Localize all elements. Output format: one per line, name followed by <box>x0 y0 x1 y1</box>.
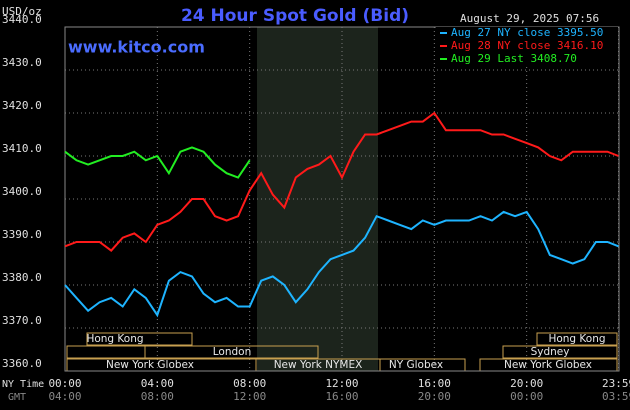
session-label: NY Globex <box>389 359 443 371</box>
timestamp: August 29, 2025 07:56 <box>460 12 599 25</box>
session-box <box>144 345 319 359</box>
x-tick-label: 16:00 <box>418 377 451 390</box>
x2-tick-label: 08:00 <box>141 390 174 403</box>
y-tick-label: 3390.0 <box>2 228 42 241</box>
chart-title: 24 Hour Spot Gold (Bid) <box>181 6 409 26</box>
session-label: New York Globex <box>106 359 194 371</box>
x-tick-label: 04:00 <box>141 377 174 390</box>
x2-tick-label: 00:00 <box>510 390 543 403</box>
x2-tick-label: 04:00 <box>48 390 81 403</box>
unit-label: USD/oz <box>2 5 42 18</box>
y-tick-label: 3410.0 <box>2 142 42 155</box>
series-line <box>64 210 619 318</box>
x2-tick-label: 16:00 <box>325 390 358 403</box>
x2-tick-label: 20:00 <box>418 390 451 403</box>
session-label: New York NYMEX <box>274 359 363 371</box>
series-line <box>64 146 251 179</box>
x2-axis-label: GMT <box>8 392 26 403</box>
y-tick-label: 3370.0 <box>2 314 42 327</box>
legend-box <box>436 27 618 67</box>
session-label: London <box>213 346 252 358</box>
x-tick-label: 00:00 <box>48 377 81 390</box>
plot-frame <box>64 26 620 372</box>
session-label: Sydney <box>531 346 570 358</box>
session-label: Hong Kong <box>86 333 143 345</box>
x2-tick-label: 03:59 <box>602 390 630 403</box>
y-tick-label: 3380.0 <box>2 271 42 284</box>
session-box <box>66 345 146 359</box>
x-tick-label: 23:59 <box>602 377 630 390</box>
y-tick-label: 3420.0 <box>2 99 42 112</box>
session-label: New York Globex <box>504 359 592 371</box>
legend-label: Aug 28 NY close 3416.10 <box>451 39 603 52</box>
series-line <box>64 111 619 252</box>
x-tick-label: 08:00 <box>233 377 266 390</box>
session-label: Hong Kong <box>548 333 605 345</box>
session-box <box>536 332 618 346</box>
x-axis-label: NY Time <box>2 379 44 390</box>
y-tick-label: 3430.0 <box>2 56 42 69</box>
y-tick-label: 3360.0 <box>2 357 42 370</box>
legend-label: Aug 29 Last 3408.70 <box>451 52 577 65</box>
legend-label: Aug 27 NY close 3395.50 <box>451 26 603 39</box>
x-tick-label: 12:00 <box>325 377 358 390</box>
x-tick-label: 20:00 <box>510 377 543 390</box>
y-tick-label: 3400.0 <box>2 185 42 198</box>
source: www.kitco.com <box>68 38 205 57</box>
y-tick-label: 3440.0 <box>2 13 42 26</box>
session-box <box>86 332 193 346</box>
session-box <box>502 345 618 359</box>
x2-tick-label: 12:00 <box>233 390 266 403</box>
